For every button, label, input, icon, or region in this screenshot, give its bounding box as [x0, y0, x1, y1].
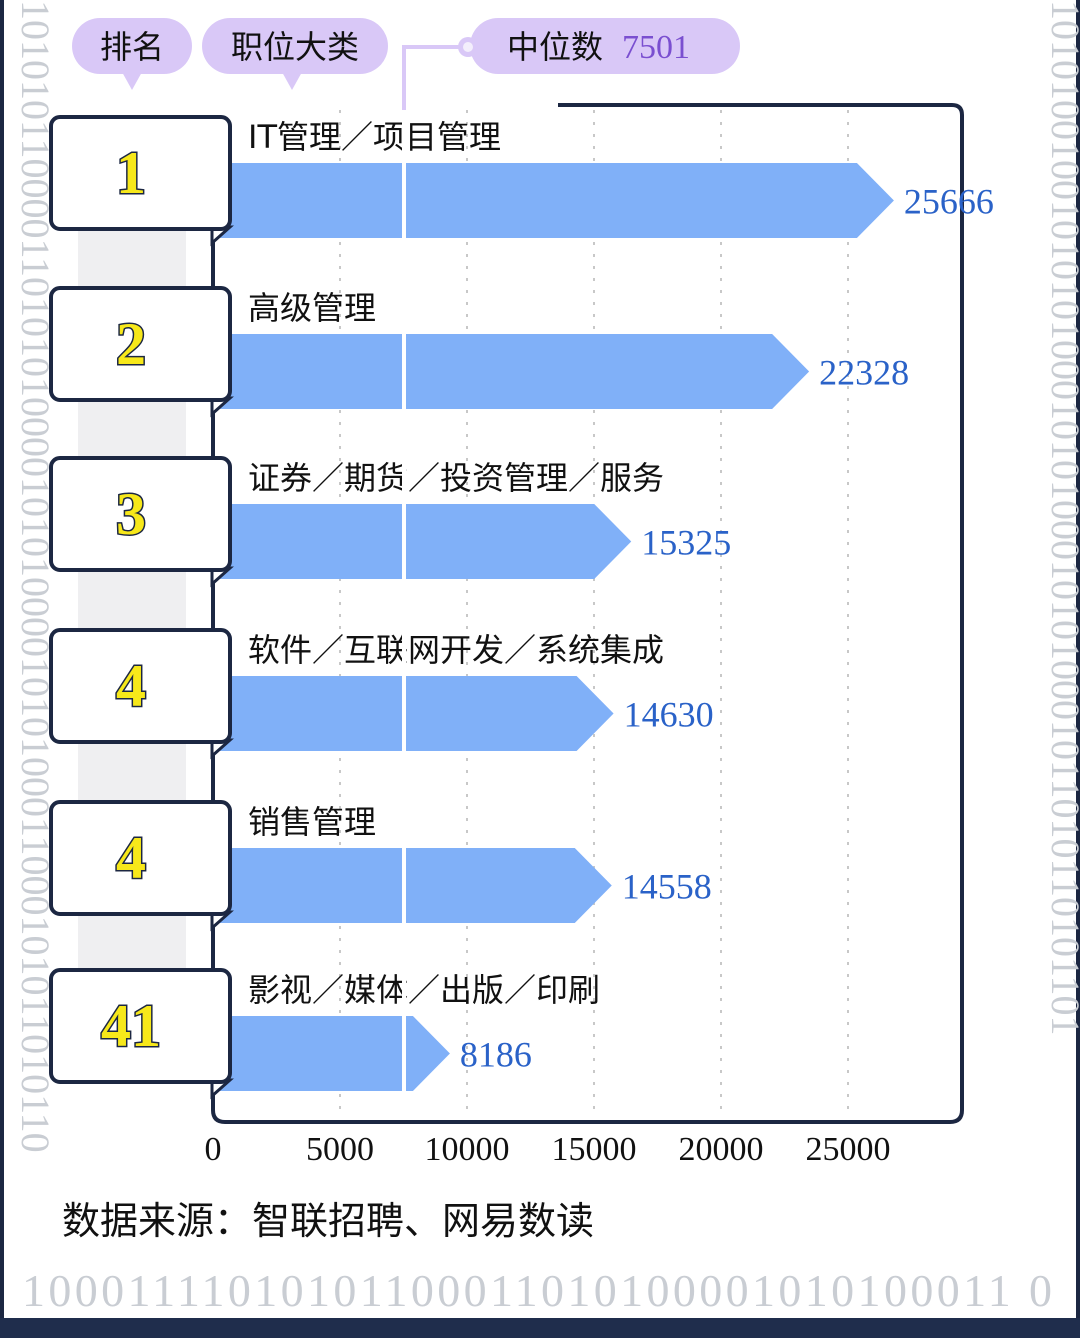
category-label: IT管理／项目管理 — [248, 118, 501, 156]
rank-number: 41 — [101, 993, 161, 1059]
bottom-band — [0, 1318, 1080, 1338]
right-edge — [1076, 0, 1080, 1338]
binary-bottom: 10001111010101100011010100001010100011 0 — [22, 1265, 1052, 1316]
rank-number: 4 — [116, 653, 146, 719]
rank-box: 4 — [49, 628, 234, 760]
bar — [218, 1016, 450, 1091]
value-label: 8186 — [460, 1035, 532, 1075]
category-label: 销售管理 — [248, 803, 376, 841]
category-label: 影视／媒体／出版／印刷 — [248, 971, 600, 1009]
value-label: 15325 — [641, 523, 731, 563]
bar — [218, 334, 810, 409]
value-label: 22328 — [819, 353, 909, 393]
rank-box: 41 — [49, 968, 234, 1100]
value-label: 14558 — [622, 867, 712, 907]
value-label: 14630 — [624, 695, 714, 735]
bar — [218, 676, 614, 751]
x-tick-label: 10000 — [425, 1131, 510, 1168]
category-label: 证券／期货／投资管理／服务 — [248, 459, 664, 497]
svg-text:职位大类: 职位大类 — [231, 28, 359, 66]
median-tag: 中位数 7501 — [402, 18, 740, 110]
x-tick-label: 25000 — [806, 1131, 891, 1168]
rank-number: 2 — [116, 311, 146, 377]
x-tick-label: 0 — [205, 1131, 222, 1168]
rank-box: 2 — [49, 286, 234, 418]
left-edge — [0, 0, 4, 1338]
value-label: 25666 — [904, 182, 994, 222]
bar — [218, 163, 894, 238]
rank-box: 1 — [49, 115, 234, 247]
rank-box: 4 — [49, 800, 234, 932]
category-label: 高级管理 — [248, 289, 376, 327]
median-label: 中位数 — [507, 28, 603, 66]
category-label: 软件／互联网开发／系统集成 — [248, 631, 664, 669]
chart-frame — [211, 103, 964, 1124]
svg-text:排名: 排名 — [100, 28, 164, 66]
bar — [218, 848, 612, 923]
rank-number: 3 — [116, 481, 146, 547]
rank-tag: 排名 — [72, 18, 192, 90]
median-value: 7501 — [622, 29, 690, 66]
binary-right: 1010100100101010100010101000101010001011… — [1043, 0, 1080, 1036]
rank-number: 1 — [116, 140, 146, 206]
source-note: 数据来源：智联招聘、网易数读 — [62, 1199, 594, 1243]
x-tick-label: 20000 — [679, 1131, 764, 1168]
x-tick-label: 15000 — [552, 1131, 637, 1168]
bar — [218, 504, 632, 579]
rank-number: 4 — [116, 825, 146, 891]
rank-box: 3 — [49, 456, 234, 588]
category-tag: 职位大类 — [202, 18, 388, 90]
x-tick-label: 5000 — [306, 1131, 374, 1168]
